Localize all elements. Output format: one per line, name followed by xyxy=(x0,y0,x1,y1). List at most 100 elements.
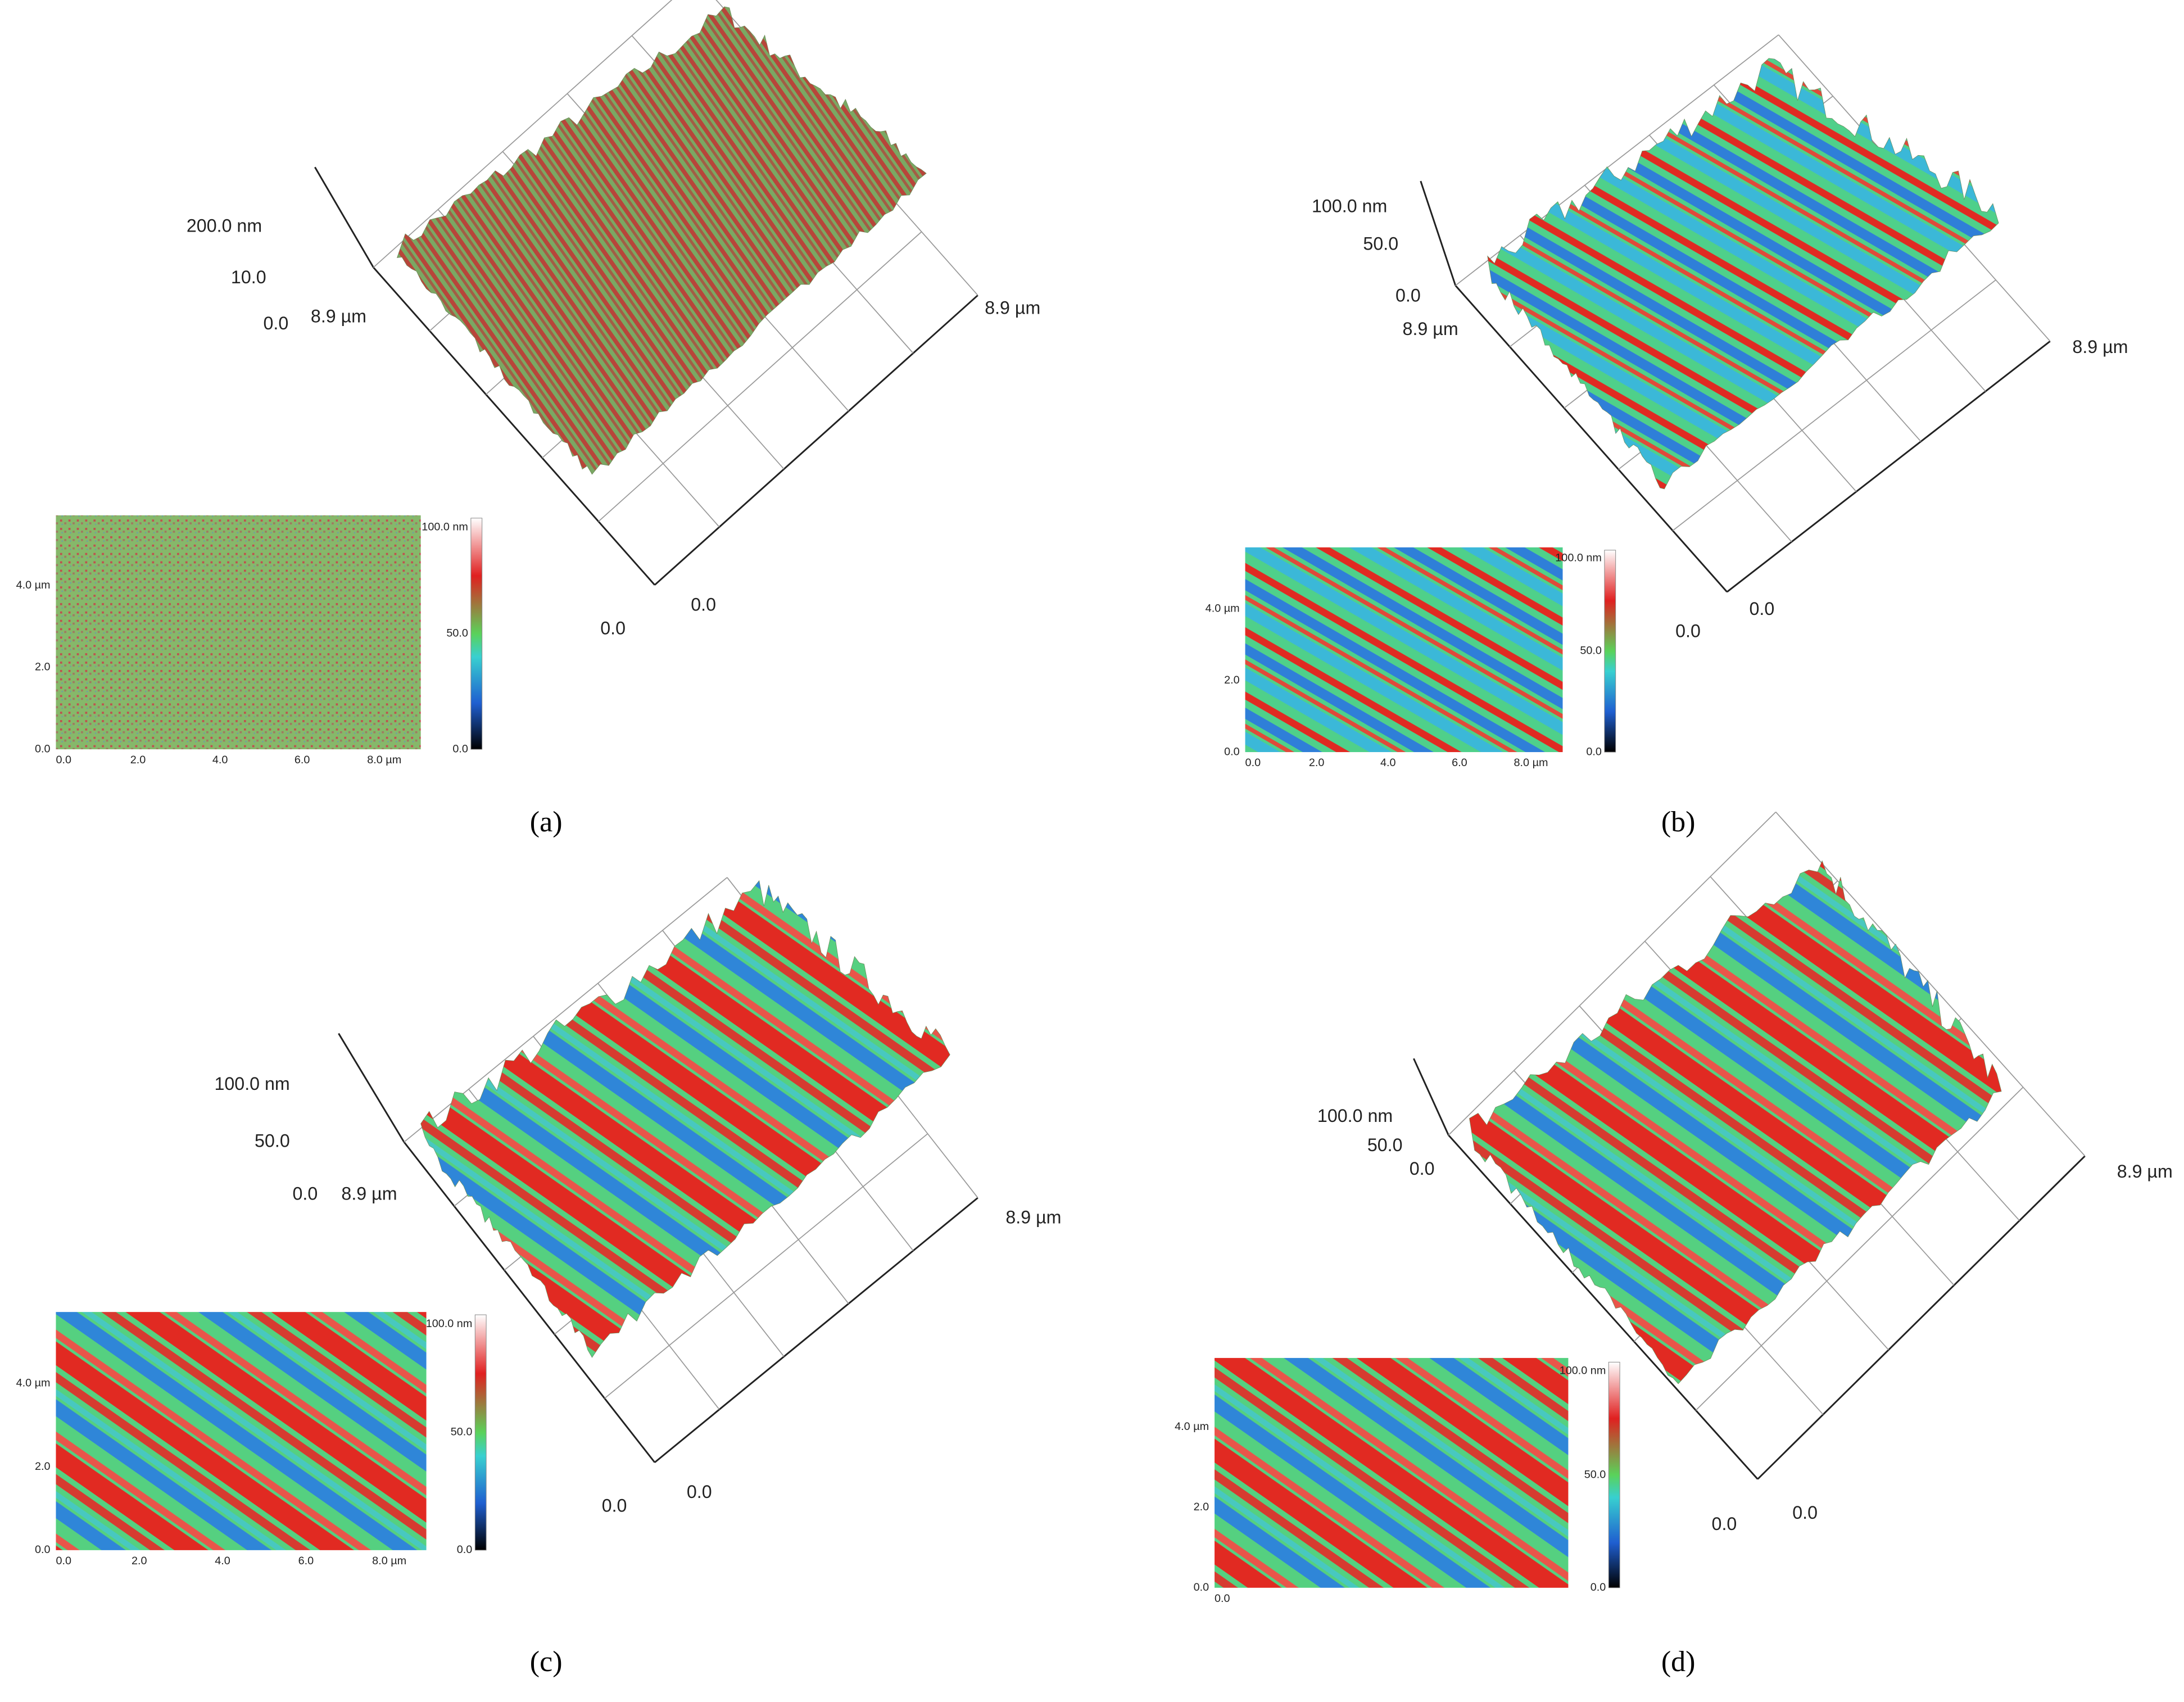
surface-3d xyxy=(1469,860,2002,1384)
colorbar-label: 100.0 nm xyxy=(1560,1365,1606,1377)
inset-x-tick: 0.0 xyxy=(56,754,71,766)
z-axis-label: 50.0 xyxy=(1367,1135,1403,1155)
inset-y-tick: 2.0 xyxy=(35,661,51,673)
panel-caption: (a) xyxy=(530,806,563,838)
axis-line xyxy=(338,1033,405,1143)
colorbar-label: 50.0 xyxy=(1580,645,1602,657)
axis-line xyxy=(1455,34,1779,286)
z-axis-label: 100.0 nm xyxy=(1312,196,1387,216)
inset-x-tick: 4.0 xyxy=(1380,757,1396,769)
colorbar-label: 100.0 nm xyxy=(1555,551,1602,564)
z-axis-label: 200.0 nm xyxy=(187,215,262,236)
y-axis-end-label: 8.9 µm xyxy=(341,1184,397,1204)
axis-line xyxy=(1448,811,1777,1136)
height-map xyxy=(1215,1357,1569,1588)
inset-x-tick: 0.0 xyxy=(1215,1592,1230,1605)
inset-x-tick: 4.0 xyxy=(215,1555,230,1567)
axis-line xyxy=(1726,340,2051,593)
panel-caption: (d) xyxy=(1661,1646,1696,1678)
height-map xyxy=(1245,547,1563,753)
colorbar-label: 50.0 xyxy=(451,1426,473,1438)
colorbar xyxy=(1608,1361,1620,1588)
axis-line xyxy=(314,166,374,268)
axis-line xyxy=(1775,812,2086,1157)
surface-3d xyxy=(420,880,950,1358)
inset-y-tick: 2.0 xyxy=(35,1460,51,1473)
axis-line xyxy=(1420,180,1457,286)
inset-x-tick: 2.0 xyxy=(130,754,146,766)
inset-y-tick: 2.0 xyxy=(1224,674,1240,686)
inset-y-tick: 4.0 µm xyxy=(16,1377,51,1389)
origin-label: 0.0 xyxy=(1675,621,1701,641)
inset-x-tick: 0.0 xyxy=(1245,757,1261,769)
inset-x-tick: 6.0 xyxy=(294,754,310,766)
origin-label: 0.0 xyxy=(1749,599,1774,619)
inset-y-tick: 0.0 xyxy=(1224,745,1240,758)
colorbar-label: 0.0 xyxy=(452,743,468,755)
colorbar-label: 100.0 nm xyxy=(426,1318,473,1330)
colorbar-label: 50.0 xyxy=(1584,1468,1606,1481)
colorbar-label: 100.0 nm xyxy=(422,520,468,533)
origin-label: 0.0 xyxy=(1712,1514,1737,1534)
inset-x-tick: 2.0 xyxy=(1309,757,1325,769)
axis-line xyxy=(373,266,656,586)
y-axis-end-label: 8.9 µm xyxy=(1403,319,1458,339)
origin-label: 0.0 xyxy=(691,594,716,614)
origin-label: 0.0 xyxy=(1792,1502,1818,1523)
x-axis-end-label: 8.9 µm xyxy=(2117,1161,2173,1182)
inset-y-tick: 4.0 µm xyxy=(1206,602,1240,614)
z-axis-label: 50.0 xyxy=(1363,234,1398,254)
inset-y-tick: 0.0 xyxy=(1194,1581,1209,1594)
axis-line xyxy=(1695,1087,2024,1411)
z-axis-label: 100.0 nm xyxy=(1317,1106,1393,1126)
inset-y-tick: 2.0 xyxy=(1194,1501,1209,1513)
z-axis-label: 50.0 xyxy=(255,1130,290,1151)
inset-x-tick: 8.0 µm xyxy=(372,1555,406,1567)
inset-x-tick: 8.0 µm xyxy=(367,754,401,766)
x-axis-end-label: 8.9 µm xyxy=(2072,337,2128,357)
origin-label: 0.0 xyxy=(602,1496,627,1516)
axis-line xyxy=(1757,1155,2086,1480)
inset-x-tick: 8.0 µm xyxy=(1514,757,1548,769)
height-map xyxy=(56,1312,427,1550)
inset-x-tick: 6.0 xyxy=(298,1555,314,1567)
axis-line xyxy=(1448,1134,1759,1480)
inset-x-tick: 2.0 xyxy=(132,1555,147,1567)
inset-x-tick: 4.0 xyxy=(212,754,228,766)
z-axis-label: 100.0 nm xyxy=(214,1074,289,1094)
x-axis-end-label: 8.9 µm xyxy=(985,298,1040,318)
surface-3d xyxy=(1487,58,1999,490)
axis-line xyxy=(654,1197,978,1463)
z-axis-label: 10.0 xyxy=(231,267,266,287)
inset-y-tick: 0.0 xyxy=(35,743,51,755)
inset-x-tick: 6.0 xyxy=(1452,757,1467,769)
colorbar-label: 0.0 xyxy=(1586,745,1602,758)
axis-line xyxy=(1413,1058,1449,1136)
z-axis-label: 0.0 xyxy=(1410,1158,1435,1179)
inset-y-tick: 4.0 µm xyxy=(16,579,51,591)
z-axis-label: 0.0 xyxy=(293,1184,318,1204)
inset-y-tick: 0.0 xyxy=(35,1543,51,1556)
axis-line xyxy=(654,295,978,586)
axis-line xyxy=(1455,284,1728,593)
axis-line xyxy=(403,1141,656,1463)
colorbar xyxy=(474,1314,487,1551)
z-axis-label: 0.0 xyxy=(1395,285,1421,305)
colorbar-label: 0.0 xyxy=(457,1543,473,1556)
z-axis-label: 0.0 xyxy=(263,313,288,333)
colorbar xyxy=(470,518,483,750)
axis-line xyxy=(1672,279,1996,531)
inset-x-tick: 0.0 xyxy=(56,1555,71,1567)
origin-label: 0.0 xyxy=(687,1482,712,1502)
height-map xyxy=(56,515,421,750)
axis-line xyxy=(604,1133,928,1399)
surface-3d xyxy=(397,6,927,475)
colorbar-label: 0.0 xyxy=(1591,1581,1606,1594)
axis-line xyxy=(598,231,922,522)
axis-line xyxy=(373,0,673,268)
inset-y-tick: 4.0 µm xyxy=(1175,1420,1209,1433)
y-axis-end-label: 8.9 µm xyxy=(311,306,366,326)
colorbar xyxy=(1604,550,1616,753)
